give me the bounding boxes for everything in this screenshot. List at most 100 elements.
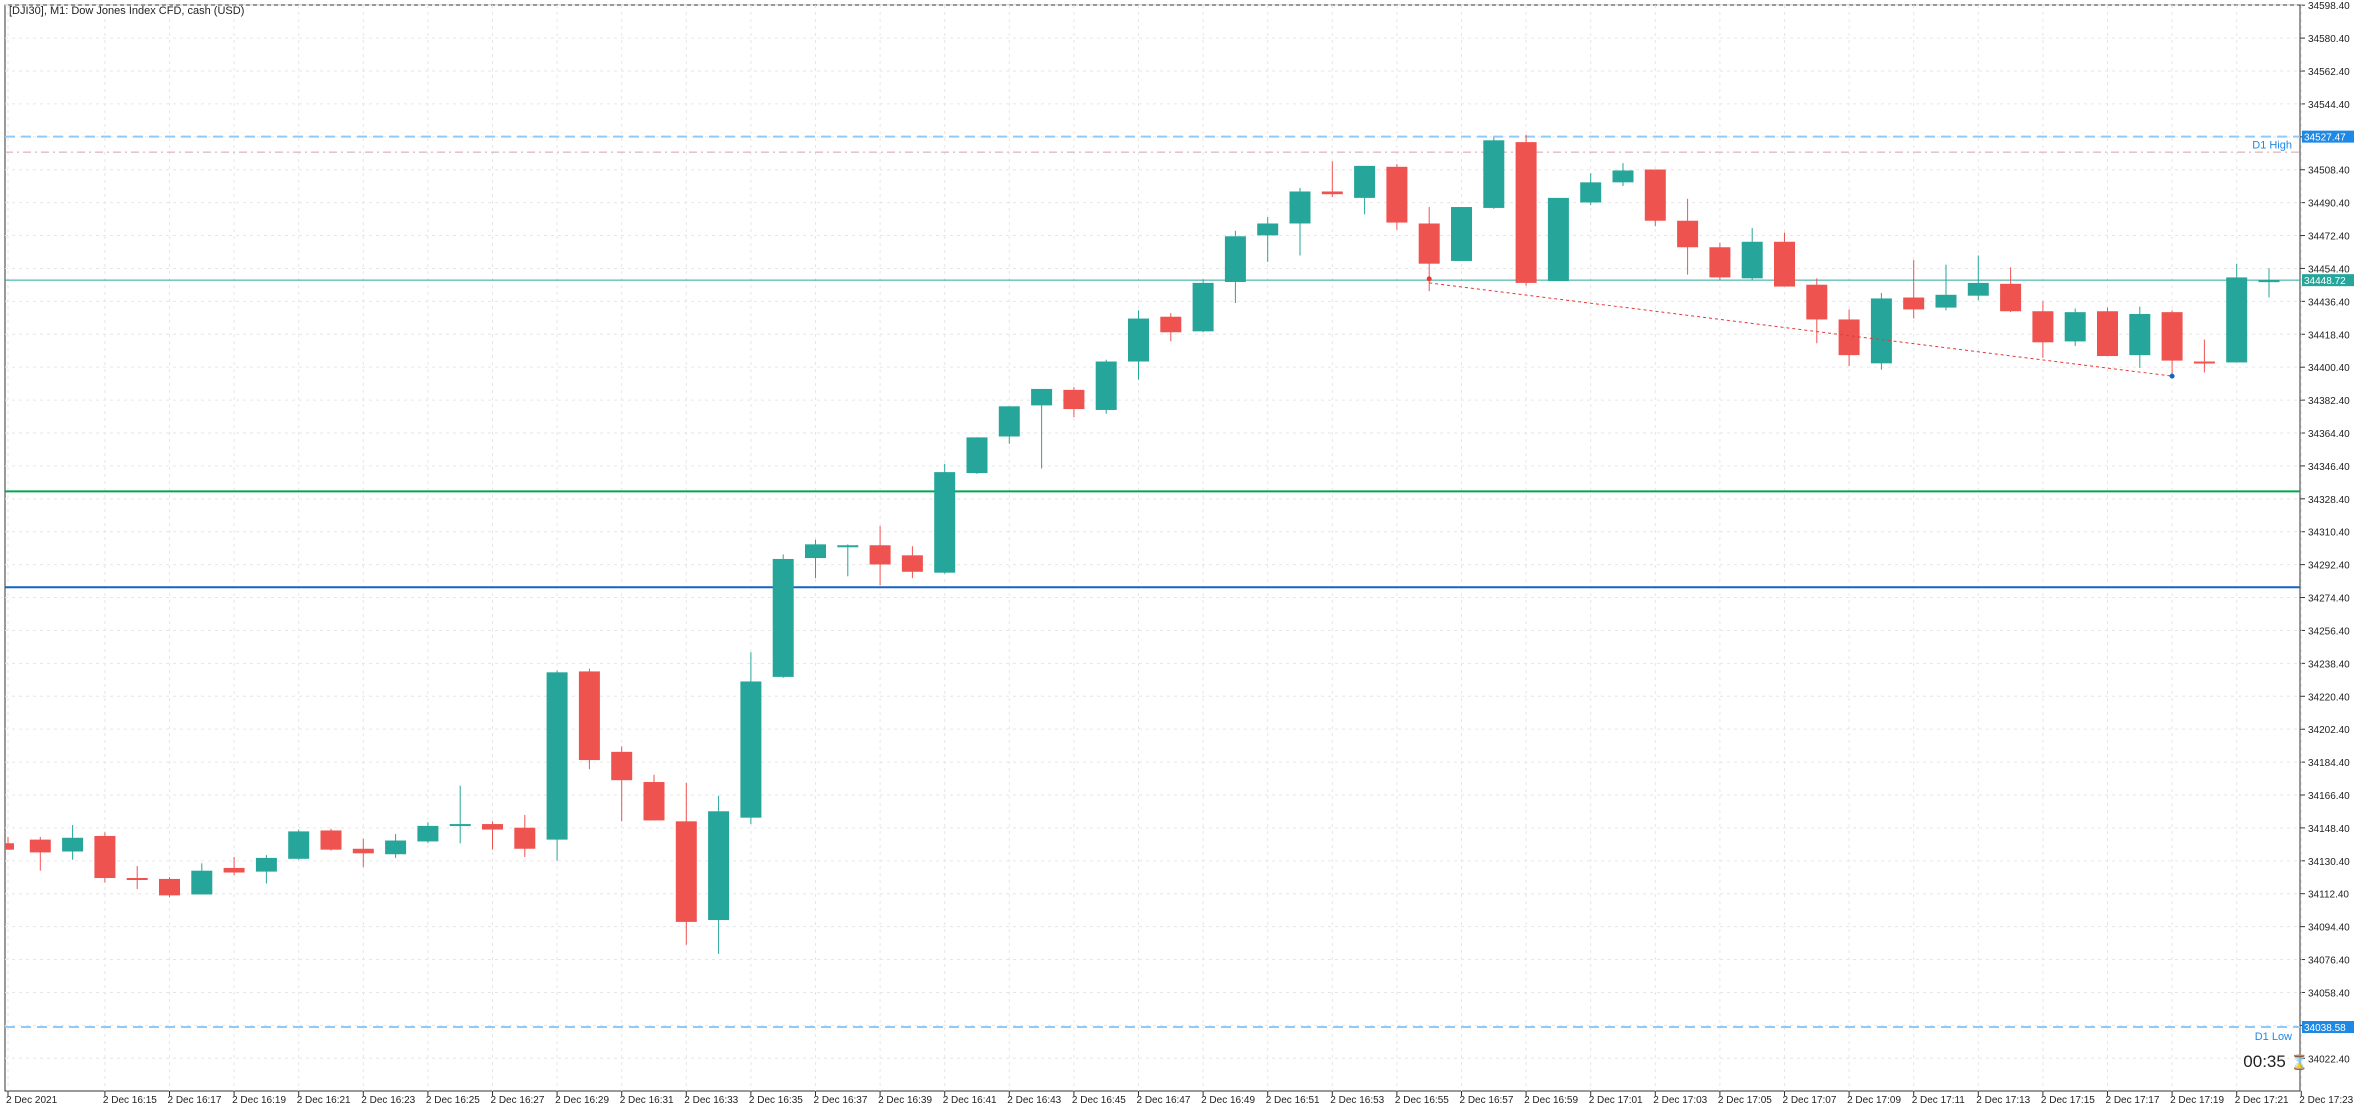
candle-body[interactable] bbox=[417, 825, 439, 842]
candle-body[interactable] bbox=[1806, 284, 1828, 320]
candle-body[interactable] bbox=[1677, 220, 1699, 248]
candle-body[interactable] bbox=[1160, 316, 1182, 333]
plot-area-frame bbox=[4, 4, 2301, 1092]
candle-body[interactable] bbox=[385, 840, 407, 855]
y-axis-tick-label: 34436.40 bbox=[2308, 297, 2350, 308]
y-axis-tick-label: 34166.40 bbox=[2308, 791, 2350, 802]
candle-body[interactable] bbox=[675, 821, 697, 922]
candle-body[interactable] bbox=[1128, 318, 1149, 362]
candle-body[interactable] bbox=[966, 437, 988, 474]
x-axis-tick-label: 2 Dec 16:15 bbox=[103, 1095, 157, 1106]
x-axis-tick-label: 2 Dec 2021 bbox=[6, 1095, 58, 1106]
candle-body[interactable] bbox=[482, 824, 503, 830]
x-axis-tick-label: 2 Dec 16:59 bbox=[1524, 1095, 1578, 1106]
candle-body[interactable] bbox=[1031, 388, 1053, 406]
x-axis-tick-label: 2 Dec 16:57 bbox=[1460, 1095, 1514, 1106]
candle-body[interactable] bbox=[740, 681, 762, 818]
candle-body[interactable] bbox=[1838, 319, 1860, 356]
candle-body[interactable] bbox=[1386, 166, 1408, 223]
candle-body[interactable] bbox=[901, 555, 923, 572]
candle-body[interactable] bbox=[29, 839, 51, 853]
y-axis-tick-label: 34382.40 bbox=[2308, 396, 2350, 407]
candle-body[interactable] bbox=[1709, 247, 1731, 278]
y-axis-tick-label: 34418.40 bbox=[2308, 330, 2350, 341]
candle-body[interactable] bbox=[837, 545, 859, 548]
candle-body[interactable] bbox=[1870, 298, 1892, 364]
candle-body[interactable] bbox=[5, 843, 14, 850]
candle-body[interactable] bbox=[1257, 223, 1279, 236]
candle-body[interactable] bbox=[1580, 182, 1602, 203]
y-axis-tick-label: 34058.40 bbox=[2308, 988, 2350, 999]
trend-line[interactable] bbox=[1429, 282, 2173, 377]
trend-line-start-point[interactable] bbox=[1426, 276, 1432, 282]
candle-body[interactable] bbox=[1515, 142, 1537, 283]
candle-body[interactable] bbox=[1774, 241, 1795, 287]
candle-body[interactable] bbox=[94, 835, 116, 879]
candle-body[interactable] bbox=[1192, 282, 1214, 332]
candle-body[interactable] bbox=[1612, 170, 1634, 183]
candle-body[interactable] bbox=[1321, 191, 1343, 195]
candle-body[interactable] bbox=[772, 558, 794, 677]
candle-body[interactable] bbox=[1741, 241, 1763, 279]
candle-body[interactable] bbox=[1095, 361, 1117, 410]
y-axis-tick-label: 34364.40 bbox=[2308, 429, 2350, 440]
candle-body[interactable] bbox=[1644, 169, 1666, 221]
candle-body[interactable] bbox=[1903, 297, 1925, 310]
candle-body[interactable] bbox=[1063, 389, 1085, 410]
candle-body[interactable] bbox=[1418, 223, 1440, 264]
candle-body[interactable] bbox=[449, 824, 471, 827]
candle-body[interactable] bbox=[1354, 165, 1376, 198]
candle-body[interactable] bbox=[223, 867, 245, 873]
candle-body[interactable] bbox=[62, 837, 84, 852]
candle-body[interactable] bbox=[578, 671, 600, 761]
candle-body[interactable] bbox=[2000, 283, 2022, 312]
y-axis-tick-label: 34490.40 bbox=[2308, 199, 2350, 210]
trend-line-end-point[interactable] bbox=[2169, 373, 2175, 379]
candle-body[interactable] bbox=[708, 811, 730, 921]
candle-body[interactable] bbox=[2064, 312, 2086, 342]
candle-body[interactable] bbox=[514, 827, 536, 849]
candle-body[interactable] bbox=[2032, 311, 2054, 343]
x-axis-tick-label: 2 Dec 17:21 bbox=[2235, 1095, 2289, 1106]
candle-body[interactable] bbox=[2226, 277, 2248, 363]
candle-body[interactable] bbox=[159, 878, 180, 896]
y-axis-tick-label: 34400.40 bbox=[2308, 363, 2350, 374]
x-axis-tick-label: 2 Dec 17:17 bbox=[2106, 1095, 2160, 1106]
y-axis-tick-label: 34562.40 bbox=[2308, 67, 2350, 78]
candle-body[interactable] bbox=[126, 878, 148, 881]
candle-body[interactable] bbox=[2161, 312, 2183, 361]
chart-title: [DJI30], M1: Dow Jones Index CFD, cash (… bbox=[9, 5, 245, 17]
x-axis-tick-label: 2 Dec 16:19 bbox=[232, 1095, 286, 1106]
x-axis-tick-label: 2 Dec 17:13 bbox=[1976, 1095, 2030, 1106]
candle-body[interactable] bbox=[288, 831, 310, 859]
candle-body[interactable] bbox=[1224, 236, 1246, 282]
candle-body[interactable] bbox=[998, 406, 1020, 437]
candle-body[interactable] bbox=[2193, 361, 2215, 364]
candle-body[interactable] bbox=[1967, 282, 1989, 296]
y-axis-tick-label: 34328.40 bbox=[2308, 495, 2350, 506]
candle-body[interactable] bbox=[1451, 207, 1472, 261]
candle-body[interactable] bbox=[2258, 280, 2280, 283]
candle-body[interactable] bbox=[611, 751, 633, 781]
candle-body[interactable] bbox=[869, 545, 891, 565]
candle-body[interactable] bbox=[255, 857, 277, 872]
candle-body[interactable] bbox=[1289, 191, 1311, 224]
candle-body[interactable] bbox=[191, 870, 213, 895]
y-axis-tick-label: 34346.40 bbox=[2308, 462, 2350, 473]
candle-body[interactable] bbox=[1483, 140, 1505, 208]
candle-body[interactable] bbox=[805, 544, 826, 559]
candle-body[interactable] bbox=[320, 830, 342, 850]
candle-body[interactable] bbox=[352, 848, 374, 854]
price-badge bbox=[2302, 1021, 2354, 1034]
candle-body[interactable] bbox=[643, 782, 665, 821]
y-axis-tick-label: 34238.40 bbox=[2308, 659, 2350, 670]
candle-body[interactable] bbox=[2097, 311, 2118, 357]
y-axis-tick-label: 34580.40 bbox=[2308, 34, 2350, 45]
candle-body[interactable] bbox=[1935, 294, 1957, 308]
candle-body[interactable] bbox=[2129, 313, 2151, 356]
candle-body[interactable] bbox=[546, 672, 568, 840]
x-axis-tick-label: 2 Dec 17:03 bbox=[1653, 1095, 1707, 1106]
candle-body[interactable] bbox=[934, 472, 956, 573]
candle-body[interactable] bbox=[1547, 197, 1569, 282]
